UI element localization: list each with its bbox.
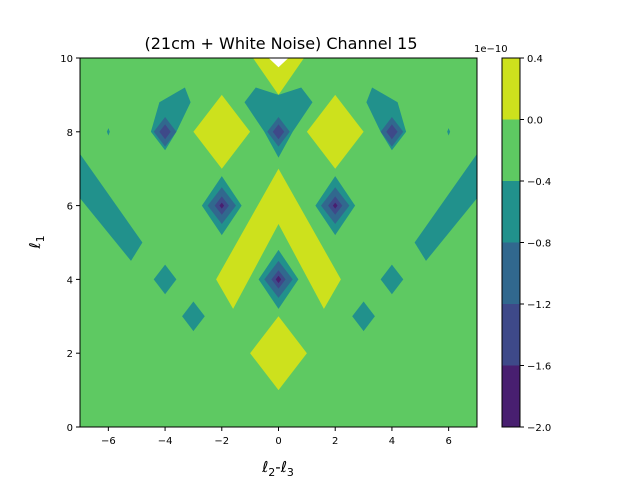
contour-region-yellow-1 (250, 316, 307, 391)
contour-region-dark-27 (386, 124, 398, 140)
contour-region-dark-28 (272, 124, 285, 140)
contour-region-teal-13 (153, 264, 177, 295)
colorbar-segment (502, 181, 520, 243)
x-axis-label: ℓ2-ℓ3 (261, 458, 294, 479)
y-tick-label: 0 (67, 423, 73, 434)
y-tick-label: 2 (67, 349, 73, 360)
contour-region-teal-33 (447, 128, 451, 136)
colorbar-tick-label: −1.2 (527, 300, 551, 311)
contour-region-yellow-2 (193, 94, 251, 169)
x-tick-label: 0 (275, 436, 281, 447)
colorbar-tick-label: −1.6 (527, 362, 551, 373)
x-tick-label: −6 (101, 436, 116, 447)
y-axis-ticks: 0 2 4 6 8 10 (60, 54, 80, 434)
y-tick-label: 4 (67, 275, 73, 286)
y-axis-label: ℓ1 (26, 235, 47, 249)
contour-region-teal-16 (352, 301, 375, 332)
colorbar-segment (502, 304, 520, 366)
contour-region-darkest-29 (275, 275, 282, 284)
plot-area (79, 57, 478, 428)
contour-region-dark-26 (159, 124, 171, 140)
colorbar: −2.0 −1.6 −1.2 −0.8 −0.4 0.0 0.4 (501, 54, 551, 434)
contour-region-teal-5 (80, 153, 143, 261)
contour-region-yellow-4 (253, 58, 304, 95)
colorbar-tick-label: 0.4 (527, 54, 543, 65)
contour-region-white-34 (268, 58, 289, 68)
colorbar-tick-label: −0.8 (527, 239, 551, 250)
contour-region-darkest-31 (332, 202, 338, 209)
y-tick-label: 6 (67, 202, 73, 213)
contour-region-darkest-30 (219, 202, 225, 209)
x-tick-label: −2 (214, 436, 229, 447)
x-axis-ticks: −6 −4 −2 0 2 4 6 (101, 427, 452, 447)
colorbar-segment (502, 242, 520, 304)
colorbar-tick-label: −0.4 (527, 177, 551, 188)
colorbar-segment (502, 58, 520, 120)
contour-region-yellow-0 (216, 168, 341, 309)
colorbar-segment (502, 365, 520, 427)
contour-region-teal-14 (380, 264, 404, 295)
contour-region-teal-6 (414, 153, 477, 261)
colorbar-offset-label: 1e−10 (474, 44, 508, 55)
colorbar-tick-label: 0.0 (527, 116, 543, 127)
contour-regions (80, 58, 477, 391)
colorbar-tick-label: −2.0 (527, 423, 551, 434)
y-tick-label: 8 (67, 128, 73, 139)
contour-region-teal-15 (182, 301, 205, 332)
x-tick-label: −4 (158, 436, 173, 447)
chart-title: (21cm + White Noise) Channel 15 (144, 34, 417, 53)
colorbar-segment (502, 119, 520, 181)
contour-region-yellow-3 (306, 94, 364, 169)
x-tick-label: 2 (332, 436, 338, 447)
y-tick-label: 10 (60, 54, 73, 65)
contour-region-teal-32 (106, 128, 110, 136)
x-tick-label: 4 (389, 436, 395, 447)
x-tick-label: 6 (445, 436, 451, 447)
